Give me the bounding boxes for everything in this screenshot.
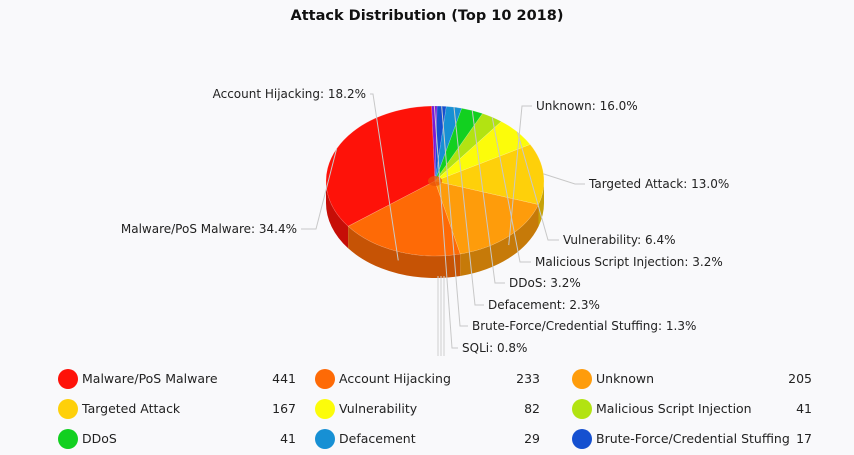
label-connector	[441, 106, 468, 327]
pie-sides	[326, 181, 544, 279]
slice-label-defacement: Defacement: 2.3%	[488, 298, 600, 312]
slice-label-sqli: SQLi: 0.8%	[462, 341, 527, 355]
legend-item[interactable]: Malware/PoS Malware 441	[58, 368, 296, 390]
legend-item[interactable]: Targeted Attack 167	[58, 398, 296, 420]
legend-item[interactable]: DDoS 41	[58, 428, 296, 450]
legend-value: 441	[272, 371, 296, 386]
legend-color-dot	[572, 369, 592, 389]
chart-title: Attack Distribution (Top 10 2018)	[290, 8, 564, 24]
label-connector	[516, 131, 559, 241]
legend-item[interactable]: Malicious Script Injection 41	[572, 398, 812, 420]
legend-color-dot	[58, 399, 78, 419]
label-connector	[508, 105, 532, 246]
legend-label: Unknown	[596, 371, 655, 386]
label-connector	[301, 148, 338, 230]
label-connector	[471, 110, 505, 284]
pie-labels: Malware/PoS Malware: 34.4% Account Hijack…	[121, 87, 729, 356]
legend-item[interactable]: Brute-Force/Credential Stuffing 17	[572, 428, 812, 450]
label-connector	[433, 105, 458, 349]
slice-label-targeted-attack: Targeted Attack: 13.0%	[588, 177, 729, 191]
legend-value: 167	[272, 401, 296, 416]
legend-item[interactable]: Defacement 29	[315, 428, 540, 450]
slice-label-ddos: DDoS: 3.2%	[509, 276, 581, 290]
legend-value: 29	[524, 431, 540, 446]
slice-label-vulnerability: Vulnerability: 6.4%	[563, 233, 676, 247]
legend-color-dot	[315, 399, 335, 419]
legend-value: 82	[524, 401, 540, 416]
pie-slice-account-hijacking[interactable]	[347, 180, 461, 257]
label-connector	[491, 117, 531, 263]
legend-item[interactable]: Vulnerability 82	[315, 398, 540, 420]
legend-color-dot	[572, 429, 592, 449]
legend-label: Targeted Attack	[82, 401, 181, 416]
legend-color-dot	[315, 429, 335, 449]
pie-side-malware-pos-malware	[326, 181, 349, 249]
label-connector	[370, 93, 399, 261]
slice-label-account-hijacking: Account Hijacking: 18.2%	[213, 87, 366, 101]
legend-label: Vulnerability	[339, 401, 418, 416]
legend-label: Defacement	[339, 431, 416, 446]
legend-value: 41	[280, 431, 296, 446]
label-connector	[543, 173, 585, 185]
label-connector	[453, 107, 484, 306]
legend-value: 41	[796, 401, 812, 416]
legend-value: 17	[796, 431, 812, 446]
pie-slices	[325, 105, 545, 257]
pie-center	[428, 176, 442, 186]
legend-label: Malware/PoS Malware	[82, 371, 218, 386]
legend-value: 233	[516, 371, 540, 386]
legend-label: DDoS	[82, 431, 117, 446]
slice-label-brute-force-credential-stuffing: Brute-Force/Credential Stuffing: 1.3%	[472, 319, 696, 333]
slice-label-malicious-script-injection: Malicious Script Injection: 3.2%	[535, 255, 723, 269]
slice-label-malware-pos-malware: Malware/PoS Malware: 34.4%	[121, 222, 297, 236]
legend-label: Account Hijacking	[339, 371, 451, 386]
legend-label: Malicious Script Injection	[596, 401, 752, 416]
legend-color-dot	[58, 369, 78, 389]
legend-value: 205	[788, 371, 812, 386]
legend-label: Brute-Force/Credential Stuffing	[596, 431, 790, 446]
slice-label-unknown: Unknown: 16.0%	[536, 99, 638, 113]
legend-color-dot	[315, 369, 335, 389]
legend-item[interactable]: Unknown 205	[572, 368, 812, 390]
pie-side-unknown	[460, 204, 539, 276]
legend-item[interactable]: Account Hijacking 233	[315, 368, 540, 390]
pie-side-account-hijacking	[348, 226, 461, 279]
pie-side-targeted-attack	[538, 181, 544, 227]
legend-color-dot	[58, 429, 78, 449]
legend-color-dot	[572, 399, 592, 419]
